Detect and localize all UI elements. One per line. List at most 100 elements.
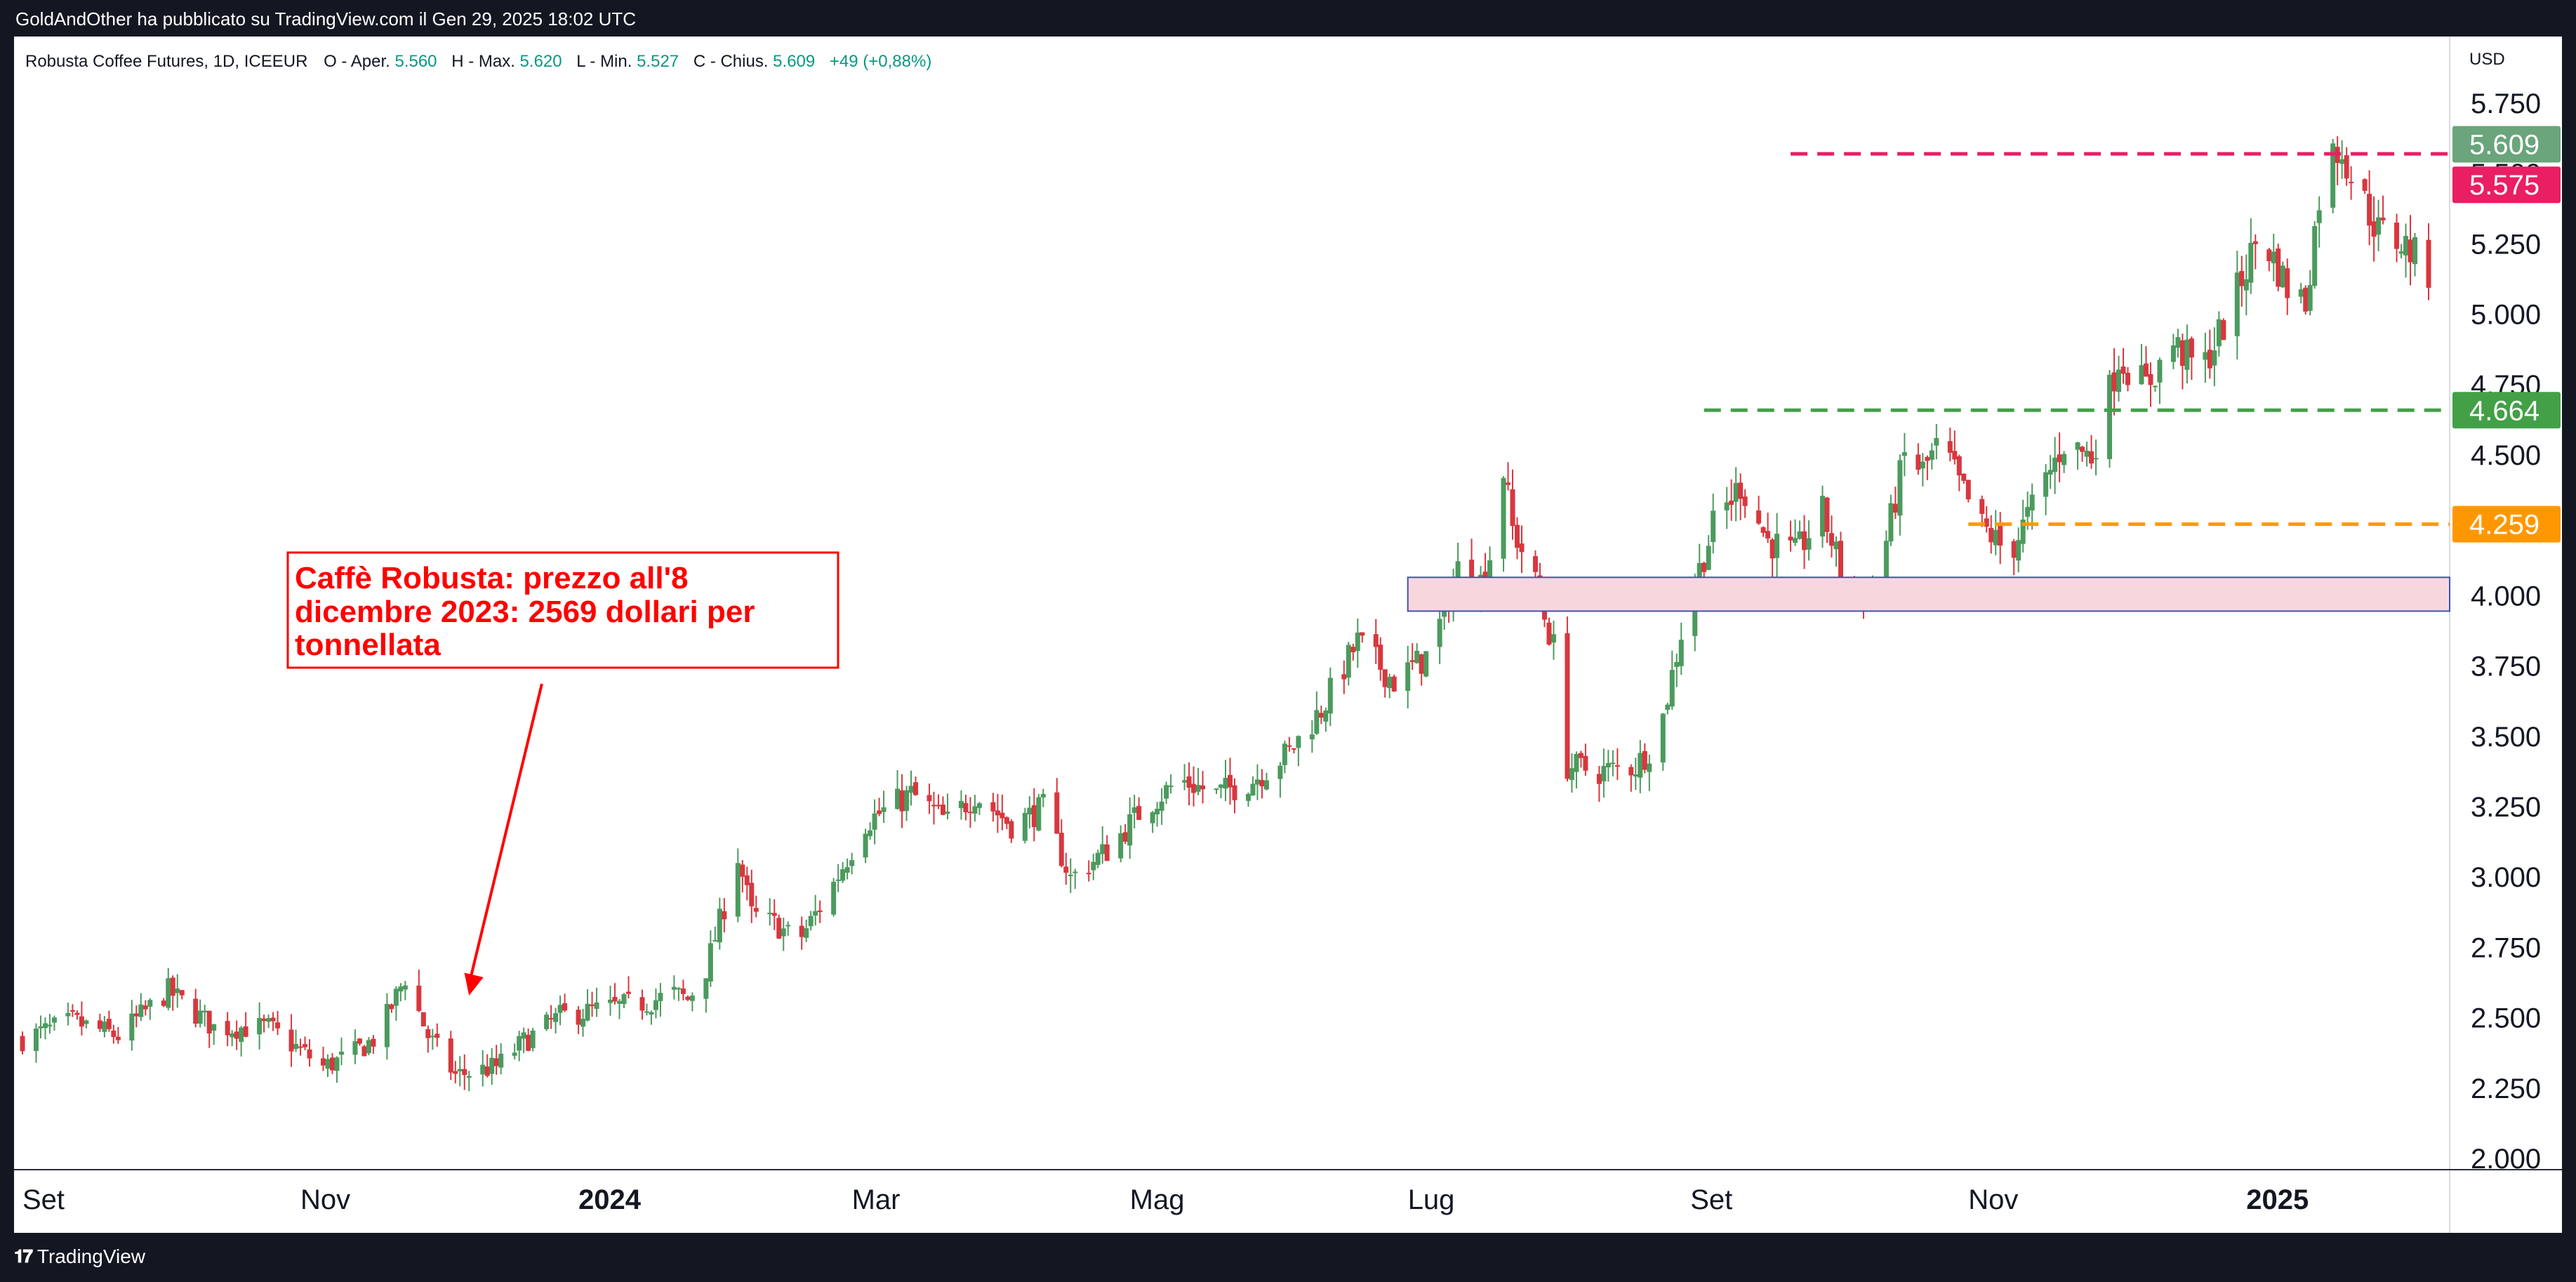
- candle: [2179, 333, 2185, 390]
- candle: [106, 1010, 112, 1032]
- candle: [1068, 858, 1073, 893]
- candle-body: [357, 1038, 362, 1044]
- candle: [1200, 771, 1206, 804]
- support-orange-price-tag-text: 4.259: [2469, 510, 2540, 541]
- candle-body: [1423, 651, 1429, 677]
- candle-body: [115, 1036, 121, 1040]
- candle: [1501, 476, 1506, 572]
- candle: [1998, 512, 2003, 564]
- candle-body: [835, 879, 841, 881]
- candle-body: [644, 1011, 649, 1013]
- candle: [1318, 706, 1324, 725]
- time-axis[interactable]: Set Nov 2024 Mar Mag Lug Set Nov 2025: [22, 1184, 2309, 1215]
- tradingview-logo[interactable]: 𝟏𝟕 TradingView: [14, 1245, 145, 1268]
- candle-body: [1569, 768, 1574, 780]
- candle-body: [1947, 441, 1953, 453]
- candle: [84, 1019, 89, 1029]
- candle-body: [361, 1046, 367, 1057]
- candle-body: [612, 996, 618, 1002]
- candle-body: [2139, 365, 2144, 385]
- candle-body: [2111, 372, 2117, 392]
- candle-body: [2157, 359, 2163, 383]
- candle: [831, 878, 837, 917]
- annotation-arrow: [467, 683, 543, 985]
- support-green-price-tag-bg: [2452, 392, 2561, 429]
- candle: [863, 828, 868, 864]
- candle-body: [1127, 814, 1133, 846]
- price-axis[interactable]: 5.7505.5005.2505.0004.7504.5004.2504.000…: [2452, 88, 2561, 1175]
- candle-body: [243, 1026, 248, 1037]
- candle: [799, 916, 804, 950]
- candle: [712, 926, 718, 942]
- candle: [658, 983, 663, 1017]
- candle-body: [1391, 676, 1397, 692]
- candle-body: [1583, 755, 1588, 771]
- candle-body: [1341, 674, 1347, 680]
- candle: [771, 899, 777, 930]
- candle: [2344, 147, 2349, 186]
- candle: [2075, 442, 2080, 470]
- candle-body: [462, 1069, 467, 1076]
- candle-body: [1802, 531, 1807, 550]
- candle-body: [1314, 710, 1320, 734]
- candle: [193, 989, 199, 1028]
- candle: [1282, 740, 1287, 774]
- candle: [2052, 437, 2058, 494]
- candle: [1195, 768, 1201, 795]
- candle-body: [1678, 640, 1684, 666]
- candle-body: [2316, 210, 2322, 223]
- candle: [1920, 453, 1925, 487]
- candle-body: [1888, 503, 1894, 542]
- candle-body: [498, 1053, 504, 1068]
- candle: [526, 1029, 531, 1052]
- price-chart[interactable]: 5.7505.5005.2505.0004.7504.5004.2504.000…: [14, 37, 2562, 1233]
- candle: [735, 848, 741, 923]
- candle: [2303, 285, 2309, 315]
- candle-body: [2303, 287, 2309, 312]
- candle: [676, 986, 682, 1001]
- candle: [170, 975, 175, 1011]
- candle: [1168, 774, 1174, 794]
- candle-body: [649, 1012, 654, 1015]
- candle-body: [1965, 480, 1971, 500]
- candle: [703, 978, 709, 1013]
- candle-body: [366, 1040, 371, 1054]
- candle: [1409, 643, 1415, 670]
- candle: [899, 774, 905, 828]
- candle-body: [275, 1022, 281, 1029]
- candle: [69, 1004, 75, 1017]
- candle: [1965, 480, 1971, 503]
- candle: [1360, 632, 1365, 643]
- candle-body: [197, 1010, 203, 1024]
- candle: [1296, 735, 1301, 767]
- candle-body: [753, 908, 759, 912]
- candle: [234, 1020, 239, 1050]
- candle-body: [1122, 832, 1128, 842]
- legend-low: 5.527: [637, 52, 679, 71]
- candle: [166, 967, 171, 1010]
- candle: [51, 1015, 57, 1031]
- price-tick-label: 4.000: [2471, 581, 2541, 612]
- candle-body: [831, 881, 837, 915]
- candle: [1614, 748, 1620, 780]
- candle: [1136, 797, 1142, 820]
- candle: [1382, 669, 1388, 698]
- candle: [1191, 766, 1197, 807]
- candle-body: [1642, 751, 1647, 770]
- candle: [2367, 170, 2372, 246]
- candle-body: [1277, 765, 1283, 779]
- candle-body: [722, 911, 727, 920]
- candle-body: [1724, 502, 1729, 510]
- candle-body: [142, 1005, 148, 1010]
- annotation-callout[interactable]: Caffè Robusta: prezzo all'8 dicembre 202…: [286, 551, 839, 996]
- price-tick-label: 5.000: [2471, 300, 2541, 331]
- candle: [2376, 199, 2382, 251]
- annotation-box: [286, 551, 839, 669]
- candle-body: [457, 1069, 463, 1071]
- support-green-price-tag: 4.664: [2452, 392, 2561, 429]
- candle-body: [1323, 711, 1329, 722]
- candle-body: [2380, 217, 2386, 220]
- candle: [881, 791, 887, 824]
- candle: [976, 802, 982, 815]
- candle: [1095, 850, 1101, 868]
